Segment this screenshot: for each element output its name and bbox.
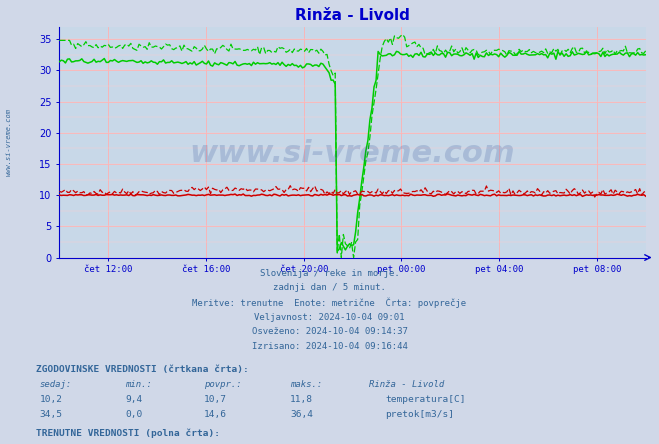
Text: Rinža - Livold: Rinža - Livold bbox=[369, 380, 444, 388]
Text: 11,8: 11,8 bbox=[290, 395, 313, 404]
Text: Osveženo: 2024-10-04 09:14:37: Osveženo: 2024-10-04 09:14:37 bbox=[252, 327, 407, 336]
Text: Meritve: trenutne  Enote: metrične  Črta: povprečje: Meritve: trenutne Enote: metrične Črta: … bbox=[192, 298, 467, 309]
Text: zadnji dan / 5 minut.: zadnji dan / 5 minut. bbox=[273, 283, 386, 292]
Text: pretok[m3/s]: pretok[m3/s] bbox=[386, 410, 455, 419]
Text: 36,4: 36,4 bbox=[290, 410, 313, 419]
Title: Rinža - Livold: Rinža - Livold bbox=[295, 8, 410, 23]
Text: 10,7: 10,7 bbox=[204, 395, 227, 404]
Text: 14,6: 14,6 bbox=[204, 410, 227, 419]
Text: min.:: min.: bbox=[125, 380, 152, 388]
Text: www.si-vreme.com: www.si-vreme.com bbox=[5, 108, 12, 176]
Text: TRENUTNE VREDNOSTI (polna črta):: TRENUTNE VREDNOSTI (polna črta): bbox=[36, 428, 220, 438]
Text: Izrisano: 2024-10-04 09:16:44: Izrisano: 2024-10-04 09:16:44 bbox=[252, 342, 407, 351]
Text: 9,4: 9,4 bbox=[125, 395, 142, 404]
Text: sedaj:: sedaj: bbox=[40, 380, 72, 388]
Text: ZGODOVINSKE VREDNOSTI (črtkana črta):: ZGODOVINSKE VREDNOSTI (črtkana črta): bbox=[36, 365, 249, 373]
Text: Veljavnost: 2024-10-04 09:01: Veljavnost: 2024-10-04 09:01 bbox=[254, 313, 405, 321]
Text: povpr.:: povpr.: bbox=[204, 380, 242, 388]
Text: www.si-vreme.com: www.si-vreme.com bbox=[190, 139, 515, 168]
Text: 34,5: 34,5 bbox=[40, 410, 63, 419]
Text: temperatura[C]: temperatura[C] bbox=[386, 395, 466, 404]
Text: 10,2: 10,2 bbox=[40, 395, 63, 404]
Text: Slovenija / reke in morje.: Slovenija / reke in morje. bbox=[260, 269, 399, 278]
Text: 0,0: 0,0 bbox=[125, 410, 142, 419]
Text: maks.:: maks.: bbox=[290, 380, 322, 388]
